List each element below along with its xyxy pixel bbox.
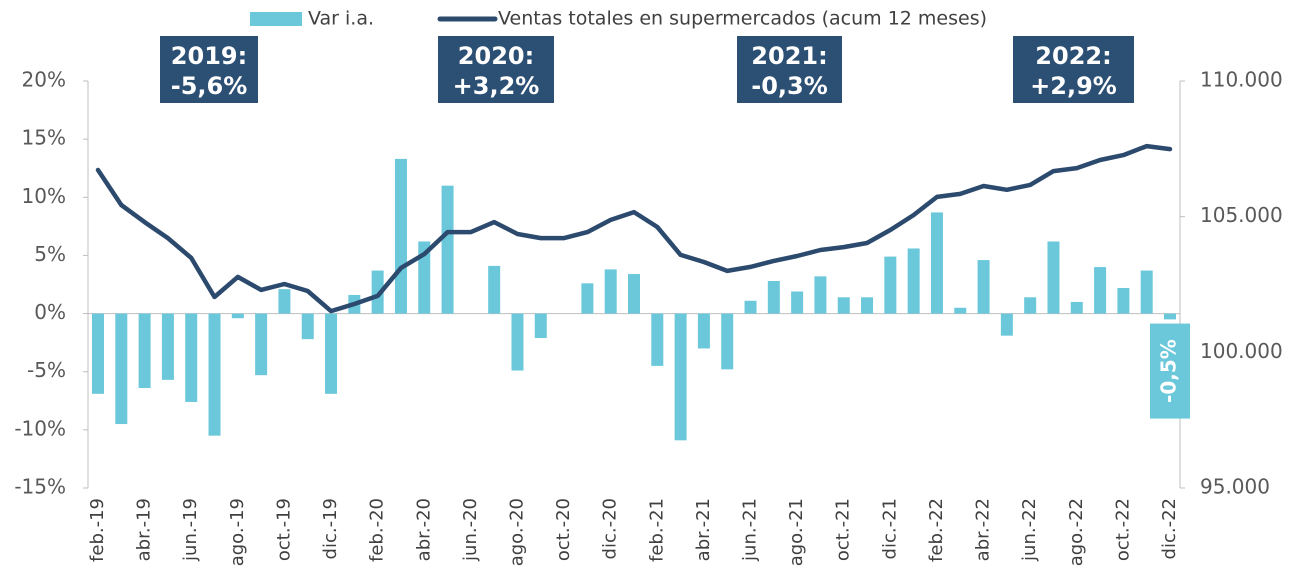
x-tick-label: feb.-22 — [926, 498, 947, 562]
legend-label: Ventas totales en supermercados (acum 12… — [498, 8, 987, 30]
bar — [278, 289, 291, 314]
bar — [628, 274, 640, 314]
bar — [1070, 301, 1083, 314]
bar — [767, 281, 780, 314]
y-tick-label: 10% — [22, 184, 66, 208]
x-tick-label: abr.-19 — [134, 498, 155, 561]
x-tick-label: dic.-22 — [1159, 498, 1180, 559]
annotation-box — [438, 36, 554, 103]
bar — [325, 313, 338, 394]
legend-label: Var i.a. — [308, 8, 374, 30]
bar — [1094, 267, 1107, 314]
x-tick-label: dic.-19 — [320, 498, 341, 559]
bar — [1117, 287, 1130, 314]
legend-swatch — [250, 12, 302, 26]
x-tick-label: feb.-21 — [646, 498, 667, 562]
annotation-text: +3,2% — [453, 72, 540, 100]
bar — [581, 283, 594, 314]
x-tick-label: ago.-20 — [506, 498, 527, 566]
bar — [907, 248, 920, 314]
bar — [674, 313, 687, 441]
y-tick-label: 0% — [34, 300, 66, 324]
y-tick-label: 5% — [34, 242, 66, 266]
bar — [791, 291, 804, 314]
bar — [1164, 313, 1176, 320]
annotation-text: 2019: — [171, 42, 247, 70]
data-label-box — [1150, 323, 1190, 419]
bar — [1140, 270, 1153, 314]
x-tick-label: abr.-22 — [973, 498, 994, 561]
x-tick-label: dic.-21 — [879, 498, 900, 559]
y2-tick-label: 95.000 — [1200, 475, 1270, 499]
annotation-text: -5,6% — [171, 72, 248, 100]
y-tick-label: -10% — [14, 416, 66, 440]
x-tick-label: jun.-22 — [1019, 498, 1040, 562]
y-tick-label: -15% — [14, 475, 66, 499]
data-label: -0,5% — [1157, 339, 1181, 403]
x-tick-label: dic.-20 — [600, 498, 621, 559]
bar — [511, 313, 524, 371]
bar — [115, 313, 128, 425]
x-tick-label: oct.-20 — [553, 498, 574, 561]
x-tick-label: abr.-20 — [413, 498, 434, 561]
x-tick-label: oct.-19 — [273, 498, 294, 561]
y2-tick-label: 110.000 — [1200, 68, 1283, 92]
x-tick-label: ago.-19 — [227, 498, 248, 566]
annotation-text: 2021: — [751, 42, 827, 70]
bar — [1047, 241, 1060, 314]
bar — [534, 313, 547, 338]
annotation-box — [1013, 36, 1134, 103]
x-tick-label: abr.-21 — [693, 498, 714, 561]
bar — [930, 212, 943, 314]
bar — [744, 300, 757, 314]
bar — [418, 241, 431, 314]
bar — [721, 313, 734, 370]
annotation-box — [160, 36, 258, 103]
bar — [697, 313, 710, 349]
x-tick-label: oct.-22 — [1112, 498, 1133, 561]
bar — [301, 313, 314, 340]
y2-tick-label: 105.000 — [1200, 203, 1283, 227]
y2-tick-label: 100.000 — [1200, 339, 1283, 363]
y-tick-label: 15% — [22, 126, 66, 150]
bar — [814, 276, 827, 314]
x-tick-label: feb.-19 — [87, 498, 108, 562]
x-tick-label: feb.-20 — [367, 498, 388, 562]
bar — [837, 297, 850, 314]
bar — [977, 260, 990, 314]
bar — [1000, 313, 1013, 336]
x-tick-label: oct.-21 — [833, 498, 854, 561]
bar — [884, 256, 897, 314]
x-tick-label: ago.-21 — [786, 498, 807, 566]
annotation-text: -0,3% — [751, 72, 828, 100]
x-tick-label: jun.-19 — [180, 498, 201, 562]
bar — [954, 307, 967, 314]
annotation-text: 2020: — [458, 42, 534, 70]
x-tick-label: jun.-21 — [740, 498, 761, 562]
bar — [138, 313, 151, 388]
bar — [92, 313, 104, 394]
annotation-text: 2022: — [1035, 42, 1111, 70]
y-tick-label: 20% — [22, 68, 66, 92]
bar — [231, 313, 244, 319]
bar — [255, 313, 268, 376]
y-tick-label: -5% — [27, 358, 66, 382]
bar — [1024, 297, 1037, 314]
bar — [441, 185, 454, 314]
annotation-text: +2,9% — [1030, 72, 1117, 100]
bar — [861, 297, 874, 314]
x-tick-label: jun.-20 — [460, 498, 481, 562]
annotation-box — [737, 36, 842, 103]
bar — [185, 313, 198, 402]
bar — [651, 313, 664, 366]
bar — [488, 265, 501, 314]
bar — [394, 158, 407, 314]
bar — [604, 269, 617, 314]
bar — [208, 313, 221, 436]
line — [95, 143, 1173, 314]
x-tick-label: ago.-22 — [1066, 498, 1087, 566]
bar — [371, 270, 384, 314]
bar — [161, 313, 174, 380]
